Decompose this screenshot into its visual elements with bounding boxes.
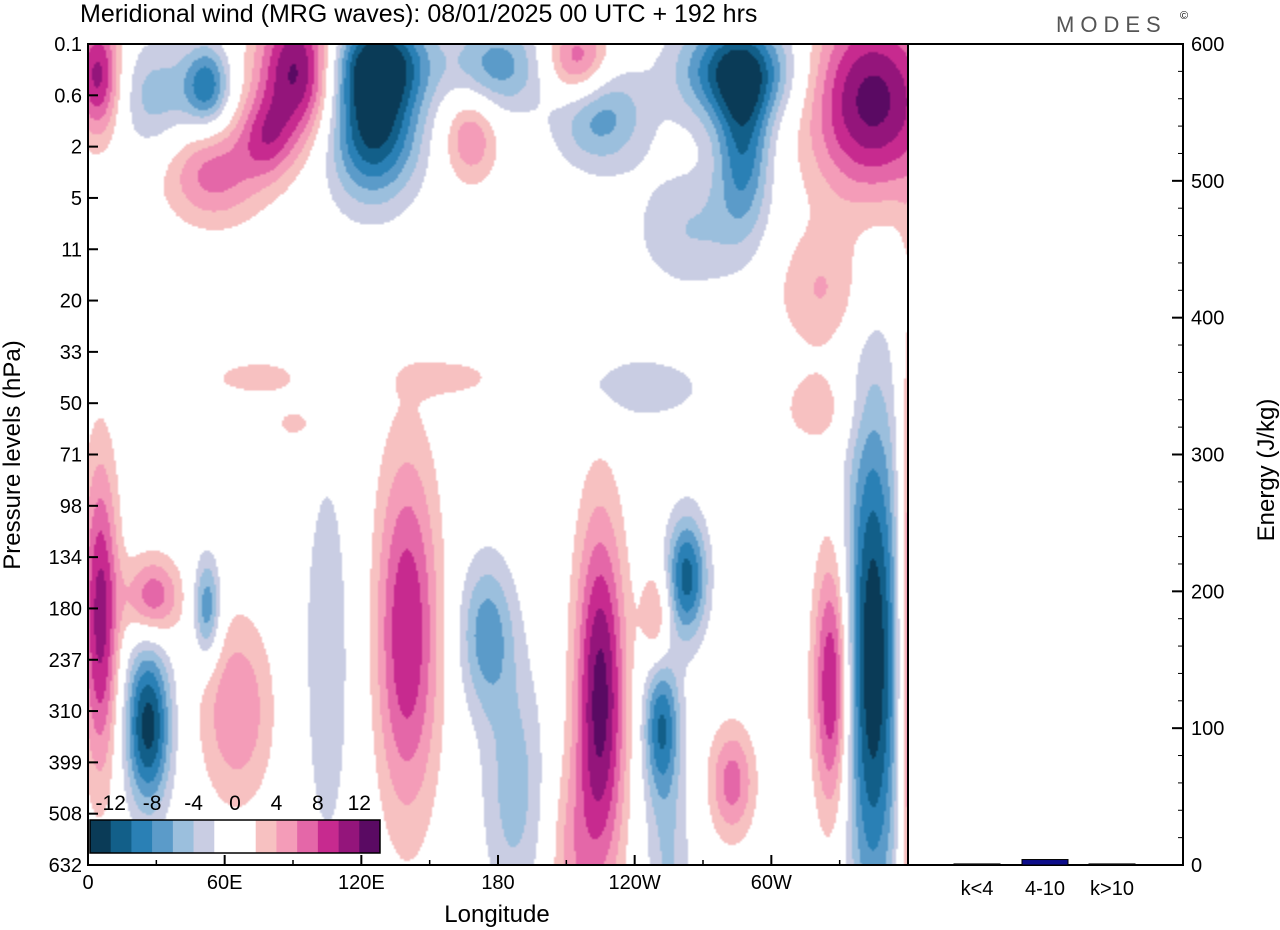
colorbar-swatch [276, 820, 298, 853]
colorbar-labels: -12 -8 -4 0 4 8 12 [96, 792, 371, 815]
y-tick-label: 20 [60, 291, 82, 313]
y-tick-label: 237 [49, 650, 82, 672]
y-tick-label: 0.6 [54, 85, 82, 107]
energy-category-label: k<4 [961, 878, 994, 900]
y-tick-label: 399 [49, 752, 82, 774]
y-tick-label: 632 [49, 855, 82, 877]
y-tick-label: 50 [60, 393, 82, 415]
colorbar-swatch [90, 820, 112, 853]
energy-bar [1021, 859, 1069, 866]
x-tick-label: 0 [82, 872, 93, 894]
wind-field [88, 44, 908, 865]
colorbar-swatch [131, 820, 153, 853]
x-tick-label: 60E [207, 872, 243, 894]
colorbar-swatch [359, 820, 381, 853]
colorbar-label: -12 [96, 792, 126, 815]
energy-bar [953, 863, 1001, 866]
chart-title: Meridional wind (MRG waves): 08/01/2025 … [80, 0, 757, 28]
energy-category-label: k>10 [1090, 878, 1134, 900]
colorbar-label: 4 [271, 792, 283, 815]
colorbar-swatch [255, 820, 277, 853]
colorbar-label: 8 [312, 792, 324, 815]
energy-category-labels: k<4 4-10 k>10 [961, 878, 1134, 900]
energy-tick-label: 600 [1191, 34, 1224, 56]
colorbar-swatch [193, 820, 215, 853]
colorbar-swatch [297, 820, 319, 853]
brand-logo: MODES [1056, 12, 1167, 37]
x-axis-label: Longitude [444, 901, 549, 928]
brand-mark: © [1180, 10, 1188, 22]
x-axis-ticks: 0 60E 120E 180 120W 60W [82, 855, 841, 894]
x-tick-label: 60W [751, 872, 792, 894]
x-tick-label: 120W [609, 872, 661, 894]
energy-tick-label: 0 [1191, 855, 1202, 877]
y-tick-label: 98 [60, 496, 82, 518]
colorbar-swatch [152, 820, 174, 853]
colorbar-label: 0 [229, 792, 241, 815]
y-tick-label: 310 [49, 701, 82, 723]
y-tick-label: 5 [71, 188, 82, 210]
energy-bar [1088, 863, 1136, 866]
energy-axis-ticks: 0 100 200 300 400 500 600 [1172, 34, 1224, 877]
x-tick-label: 120E [338, 872, 385, 894]
colorbar-swatch [338, 820, 360, 853]
colorbar-label: -8 [143, 792, 162, 815]
colorbar-swatch [317, 820, 339, 853]
y-tick-label: 71 [60, 445, 82, 467]
y-axis-ticks: 0.1 0.6 2 5 11 20 33 50 71 98 134 180 237 310 399 508 63… [49, 34, 98, 877]
hovmoller-plot-area [88, 44, 908, 865]
y-tick-label: 0.1 [54, 34, 82, 56]
colorbar-label: -4 [184, 792, 203, 815]
energy-tick-label: 200 [1191, 581, 1224, 603]
colorbar-swatch [235, 820, 257, 853]
colorbar-swatch [110, 820, 132, 853]
colorbar-label: 12 [348, 792, 371, 815]
energy-axis-label: Energy (J/kg) [1253, 399, 1280, 542]
y-tick-label: 11 [61, 239, 82, 261]
energy-tick-label: 400 [1191, 308, 1224, 330]
energy-tick-label: 300 [1191, 445, 1224, 467]
y-tick-label: 508 [49, 804, 82, 826]
colorbar-swatch [172, 820, 194, 853]
colorbar-swatch [214, 820, 236, 853]
colorbar [89, 819, 381, 854]
energy-category-label: 4-10 [1025, 878, 1065, 900]
energy-tick-label: 500 [1191, 171, 1224, 193]
colorbar-frame [89, 819, 381, 854]
y-tick-label: 134 [49, 547, 82, 569]
energy-bars [953, 859, 1136, 866]
y-tick-label: 180 [49, 598, 82, 620]
y-tick-label: 2 [71, 137, 82, 159]
y-tick-label: 33 [60, 342, 82, 364]
energy-tick-label: 100 [1191, 718, 1224, 740]
energy-plot-area [907, 43, 1184, 866]
x-tick-label: 180 [481, 872, 514, 894]
y-axis-label: Pressure levels (hPa) [0, 340, 26, 569]
